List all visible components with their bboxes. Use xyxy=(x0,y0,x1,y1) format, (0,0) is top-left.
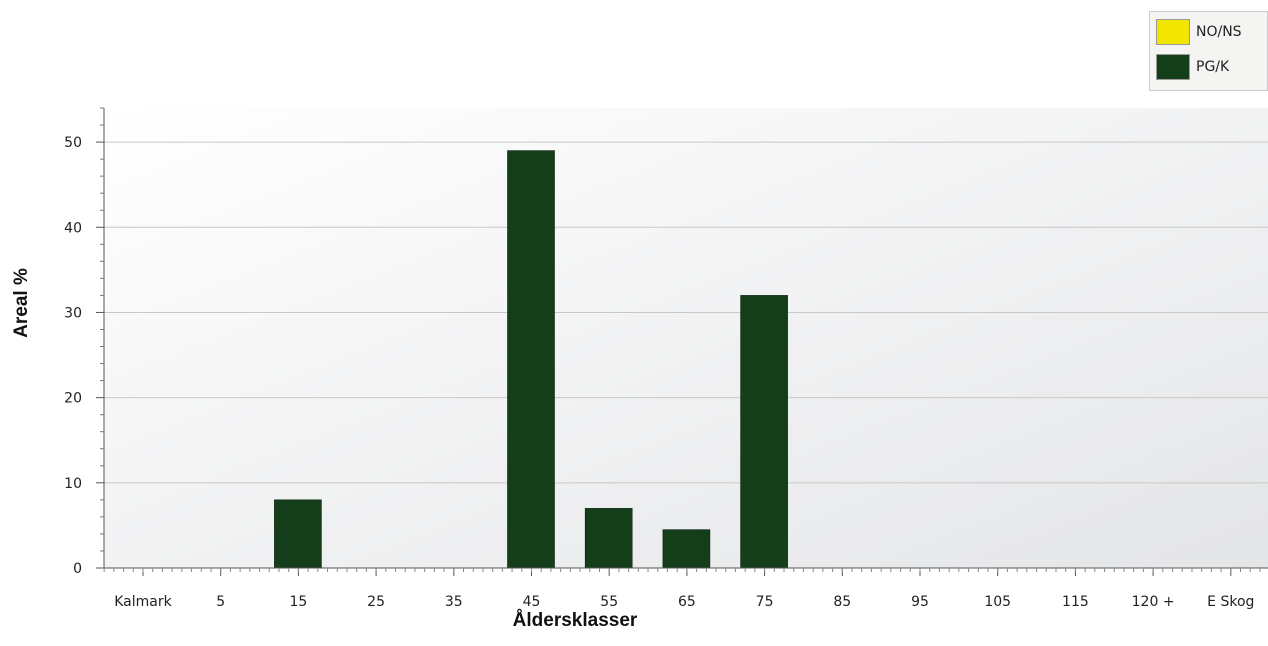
x-tick-label: 95 xyxy=(911,594,929,610)
x-tick-label: 75 xyxy=(756,594,774,610)
bar xyxy=(740,295,788,569)
plot-area xyxy=(104,108,1268,568)
ticks xyxy=(96,107,1261,576)
y-tick-label: 50 xyxy=(64,135,82,151)
x-tick-label: 25 xyxy=(367,594,385,610)
y-axis-title: Areal % xyxy=(11,268,32,338)
bars xyxy=(274,150,788,569)
x-tick-label: 120 + xyxy=(1132,594,1175,610)
y-tick-label: 40 xyxy=(64,220,82,236)
legend-label-no-ns: NO/NS xyxy=(1196,24,1242,40)
legend-label-pg-k: PG/K xyxy=(1196,59,1230,75)
x-tick-label: 55 xyxy=(600,594,618,610)
legend-swatch-no-ns xyxy=(1156,19,1190,45)
y-tick-label: 10 xyxy=(64,476,82,492)
legend-item-no-ns: NO/NS xyxy=(1156,19,1242,45)
x-tick-label: 115 xyxy=(1062,594,1089,610)
y-tick-label: 20 xyxy=(64,391,82,407)
bar xyxy=(274,499,322,569)
x-axis-title: Åldersklasser xyxy=(512,610,638,631)
y-tick-label: 30 xyxy=(64,305,82,321)
legend-item-pg-k: PG/K xyxy=(1156,54,1229,80)
x-tick-label: 65 xyxy=(678,594,696,610)
x-tick-label: 85 xyxy=(833,594,851,610)
bar xyxy=(662,529,711,569)
x-tick-label: Kalmark xyxy=(114,594,172,610)
bar xyxy=(584,508,633,569)
x-tick-label: 105 xyxy=(984,594,1011,610)
x-tick-labels: Kalmark 5 15 25 35 45 55 65 75 85 95 105 115 120 + E S… xyxy=(114,594,1254,610)
x-tick-label: 15 xyxy=(289,594,307,610)
grid-lines xyxy=(104,141,1268,484)
x-tick-label: E Skog xyxy=(1207,594,1254,610)
legend-swatch-pg-k xyxy=(1156,54,1190,80)
bar xyxy=(507,150,555,569)
legend: NO/NS PG/K xyxy=(1149,11,1268,91)
y-tick-label: 0 xyxy=(73,561,82,577)
x-tick-label: 5 xyxy=(216,594,225,610)
x-tick-label: 35 xyxy=(445,594,463,610)
x-tick-label: 45 xyxy=(523,594,541,610)
y-tick-labels: 0 10 20 30 40 50 xyxy=(64,135,82,577)
